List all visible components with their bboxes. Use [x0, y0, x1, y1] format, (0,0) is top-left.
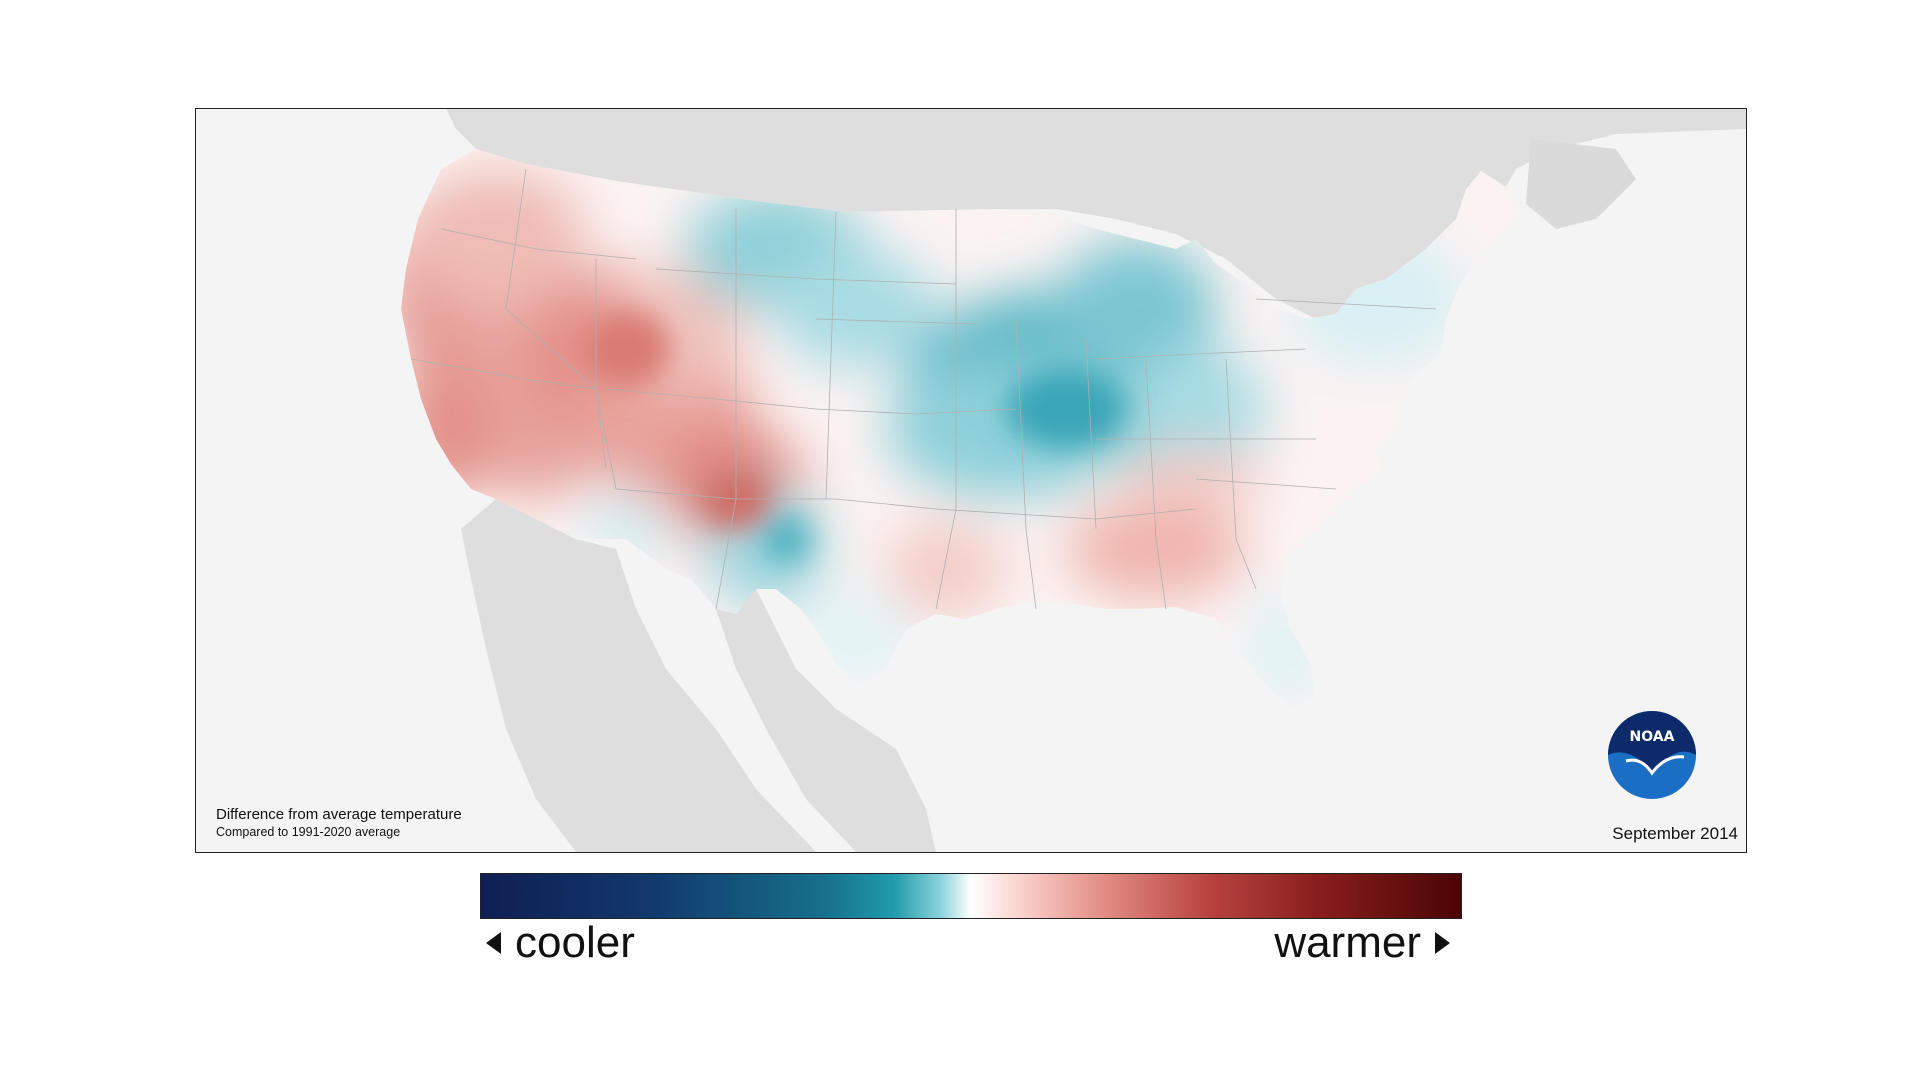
left-arrow-icon — [486, 932, 501, 954]
caption-title: Difference from average temperature — [216, 806, 462, 823]
legend-cooler: cooler — [486, 915, 635, 971]
cooler-label: cooler — [515, 918, 635, 967]
legend-warmer: warmer — [1260, 915, 1450, 971]
state-boundaries — [410, 168, 1437, 610]
caption-subtitle: Compared to 1991-2020 average — [216, 825, 401, 839]
map-frame: NOAA Difference from average temperature… — [195, 108, 1747, 853]
noaa-logo: NOAA — [1608, 711, 1696, 799]
temperature-anomaly-map: NOAA — [401, 109, 1746, 852]
warmer-label: warmer — [1274, 918, 1421, 967]
date-label: September 2014 — [1612, 824, 1738, 843]
map-caption: Difference from average temperature Comp… — [216, 806, 462, 840]
noaa-logo-text: NOAA — [1630, 729, 1675, 745]
color-scale-bar — [480, 873, 1462, 919]
right-arrow-icon — [1435, 932, 1450, 954]
